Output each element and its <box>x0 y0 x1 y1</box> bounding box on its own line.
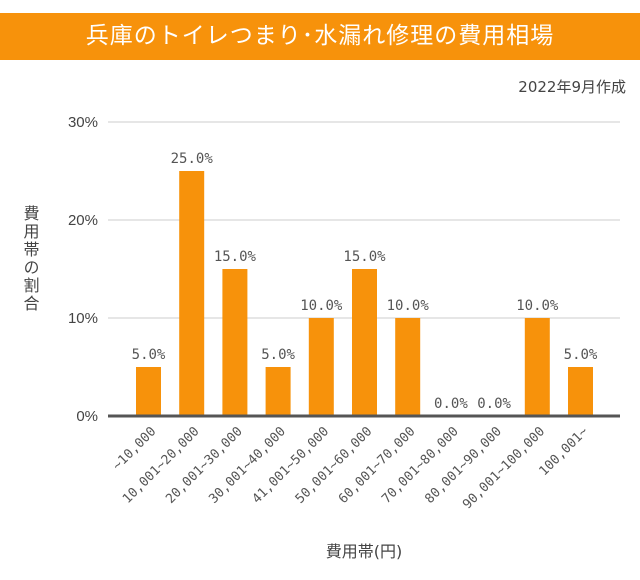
bar <box>352 269 377 416</box>
data-label: 15.0% <box>343 249 386 265</box>
bar <box>395 318 421 416</box>
x-tick-label: 60,001~70,000 <box>336 424 419 507</box>
data-label: 0.0% <box>477 396 511 412</box>
x-tick-label: 30,001~40,000 <box>206 424 289 507</box>
data-label: 10.0% <box>516 298 559 314</box>
data-label: 0.0% <box>434 396 468 412</box>
chart-title-banner: 兵庫のトイレつまり･水漏れ修理の費用相場 <box>0 13 640 60</box>
data-label: 5.0% <box>564 347 598 363</box>
data-label: 5.0% <box>261 347 295 363</box>
date-note: 2022年9月作成 <box>518 78 626 96</box>
y-tick-label: 30% <box>68 114 98 131</box>
bar <box>568 367 593 416</box>
bar <box>308 318 334 416</box>
x-tick-label: 10,001~20,000 <box>120 424 203 507</box>
y-axis-title: 費用帯の割合 <box>21 205 40 313</box>
x-tick-label: 41,001~50,000 <box>250 424 333 507</box>
bar <box>136 367 161 416</box>
x-tick-label: 20,001~30,000 <box>163 424 246 507</box>
y-tick-label: 10% <box>68 310 98 327</box>
bar <box>179 171 205 416</box>
data-label: 10.0% <box>300 298 343 314</box>
bar <box>524 318 550 416</box>
x-axis-title: 費用帯(円) <box>326 542 403 561</box>
x-tick-label: 80,001~90,000 <box>422 424 505 507</box>
x-tick-label: 90,001~100,000 <box>460 424 548 512</box>
x-tick-label: 70,001~80,000 <box>379 424 462 507</box>
data-label: 25.0% <box>171 151 214 167</box>
data-label: 10.0% <box>387 298 430 314</box>
data-label: 5.0% <box>132 347 166 363</box>
x-tick-label: 50,001~60,000 <box>293 424 376 507</box>
y-tick-label: 20% <box>68 212 98 229</box>
bar <box>265 367 291 416</box>
y-tick-label: 0% <box>76 408 98 425</box>
data-label: 15.0% <box>214 249 257 265</box>
bar <box>222 269 248 416</box>
